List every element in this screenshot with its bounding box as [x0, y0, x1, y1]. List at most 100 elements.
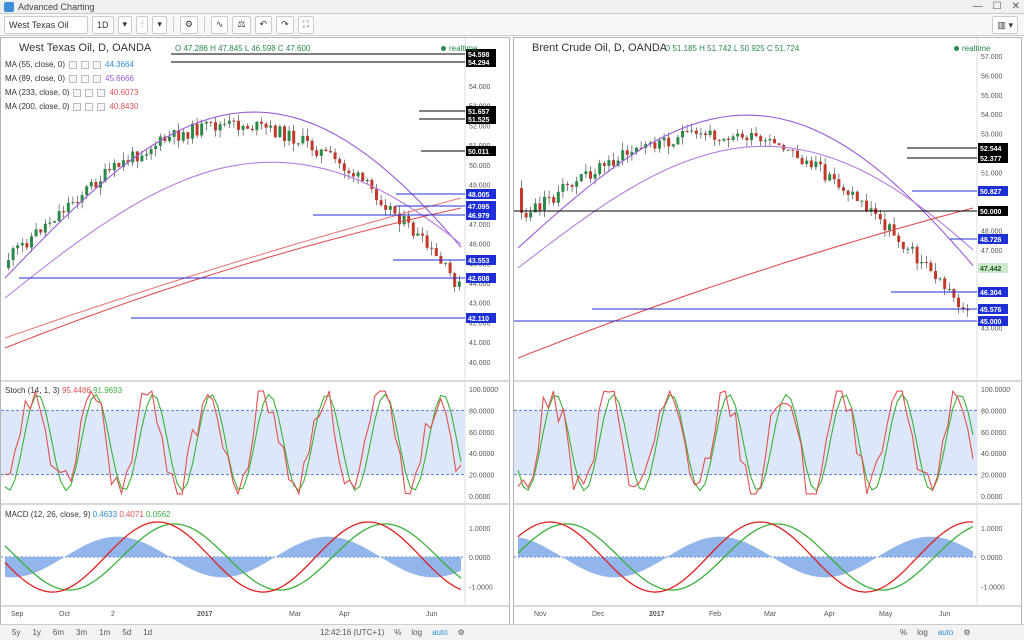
candle-body	[292, 130, 296, 144]
price-label-box	[466, 49, 496, 59]
price-label-text: 46.304	[980, 290, 1002, 297]
candle-body	[791, 149, 795, 151]
close-icon[interactable]	[93, 61, 102, 69]
moving-average-line	[4, 207, 462, 349]
candle-body	[561, 183, 565, 192]
candle-body	[310, 140, 314, 151]
settings-gear-icon[interactable]: ⚙	[963, 628, 971, 637]
redo-icon[interactable]: ↷	[276, 15, 294, 34]
candle-body	[365, 179, 369, 182]
undo-icon[interactable]: ↶	[254, 15, 273, 34]
candle-body	[722, 138, 726, 141]
candle-body	[796, 150, 799, 159]
candle-body	[911, 246, 914, 249]
percent-toggle[interactable]: %	[900, 628, 908, 637]
range-1y[interactable]: 1y	[32, 628, 41, 637]
stoch-tick-label: 100.0000	[981, 387, 1010, 394]
time-axis-label: Apr	[824, 611, 836, 618]
price-label-box	[466, 189, 496, 199]
maximize-icon[interactable]: ☐	[992, 1, 1002, 12]
candle-body	[676, 137, 680, 145]
log-toggle[interactable]: log	[411, 628, 423, 637]
compare-icon[interactable]: ⚖	[232, 15, 251, 34]
candle-body	[356, 172, 360, 177]
close-icon[interactable]	[97, 103, 106, 111]
close-icon[interactable]: ✕	[1011, 1, 1020, 12]
right-chart-pane[interactable]: 57.00056.00055.00054.00053.00052.00051.0…	[513, 37, 1022, 625]
candle-body	[625, 150, 629, 155]
candle-body	[85, 186, 89, 196]
price-tick-label: 57.000	[981, 54, 1003, 61]
price-label-text: 50.011	[468, 149, 489, 156]
price-label-text: 46.979	[468, 213, 490, 220]
range-1m[interactable]: 1m	[99, 628, 111, 637]
price-label-text: 50.827	[980, 189, 1002, 196]
candle-body	[924, 262, 928, 264]
candle-body	[653, 142, 657, 149]
candle-body	[232, 120, 236, 122]
settings-icon[interactable]	[81, 75, 90, 83]
candle-body	[324, 149, 328, 152]
range-1d[interactable]: 1d	[143, 628, 153, 637]
range-5y[interactable]: 5y	[12, 628, 21, 637]
interval-select[interactable]: 1D	[92, 15, 114, 34]
indicators-icon[interactable]: ∿	[210, 15, 229, 34]
candle-body	[685, 131, 689, 133]
left-chart-pane[interactable]: 54.00053.00052.00051.00050.00049.00048.0…	[0, 37, 510, 625]
interval-dropdown-icon[interactable]: ▾	[117, 15, 133, 34]
percent-toggle[interactable]: %	[394, 628, 402, 637]
candle-body	[906, 248, 910, 250]
ma-legend-row: MA (200, close, 0) 40.8430	[5, 100, 138, 114]
candle-body	[214, 122, 217, 131]
auto-toggle[interactable]: auto	[432, 628, 448, 637]
app-icon	[4, 1, 14, 12]
candle-body	[278, 126, 282, 138]
right-chart-canvas[interactable]: 57.00056.00055.00054.00053.00052.00051.0…	[514, 38, 1022, 625]
candle-body	[934, 270, 937, 279]
stoch-tick-label: 20.0000	[981, 473, 1006, 480]
range-6m[interactable]: 6m	[52, 628, 65, 637]
stoch-tick-label: 0.0000	[469, 494, 491, 501]
range-5d[interactable]: 5d	[122, 628, 132, 637]
price-tick-label: 47.000	[981, 248, 1003, 255]
settings-icon[interactable]	[81, 61, 90, 69]
layout-select-icon[interactable]: ▥ ▾	[992, 16, 1018, 34]
settings-gear-icon[interactable]: ⚙	[179, 15, 198, 34]
right-ohlc-values: O 51.185 H 51.742 L 50.925 C 51.724	[664, 44, 800, 53]
eye-icon[interactable]	[69, 75, 78, 83]
stoch-tick-label: 100.0000	[469, 387, 498, 394]
stoch-tick-label: 60.0000	[469, 430, 494, 437]
price-label-box	[466, 255, 496, 265]
settings-gear-icon[interactable]: ⚙	[457, 628, 465, 637]
candle-body	[589, 171, 592, 179]
candle-body	[966, 309, 970, 311]
stoch-tick-label: 80.0000	[981, 408, 1006, 415]
settings-icon[interactable]	[85, 103, 94, 111]
candle-body	[759, 136, 763, 142]
fullscreen-icon[interactable]: ⛶	[297, 15, 314, 34]
candle-body	[602, 163, 606, 166]
close-icon[interactable]	[93, 75, 102, 83]
chart-type-dropdown-icon[interactable]: ▾	[152, 15, 167, 34]
candle-body	[287, 130, 291, 141]
eye-icon[interactable]	[73, 103, 82, 111]
settings-icon[interactable]	[85, 89, 94, 97]
candle-body	[570, 184, 574, 187]
stoch-tick-label: 40.0000	[469, 451, 494, 458]
close-icon[interactable]	[97, 89, 106, 97]
eye-icon[interactable]	[73, 89, 82, 97]
candle-body	[855, 191, 859, 201]
eye-icon[interactable]	[69, 61, 78, 69]
price-tick-label: 46.000	[469, 242, 491, 249]
candle-body	[66, 202, 70, 213]
candle-body	[607, 160, 611, 166]
candle-body	[865, 200, 868, 211]
range-3m[interactable]: 3m	[76, 628, 88, 637]
log-toggle[interactable]: log	[917, 628, 928, 637]
minimize-icon[interactable]: —	[972, 1, 983, 12]
time-axis-label: Mar	[289, 611, 302, 618]
chart-type-icon[interactable]: ⫶	[136, 15, 149, 34]
left-chart-canvas[interactable]: 54.00053.00052.00051.00050.00049.00048.0…	[1, 38, 510, 625]
auto-toggle[interactable]: auto	[937, 628, 954, 637]
symbol-input[interactable]: West Texas Oil	[4, 15, 88, 34]
